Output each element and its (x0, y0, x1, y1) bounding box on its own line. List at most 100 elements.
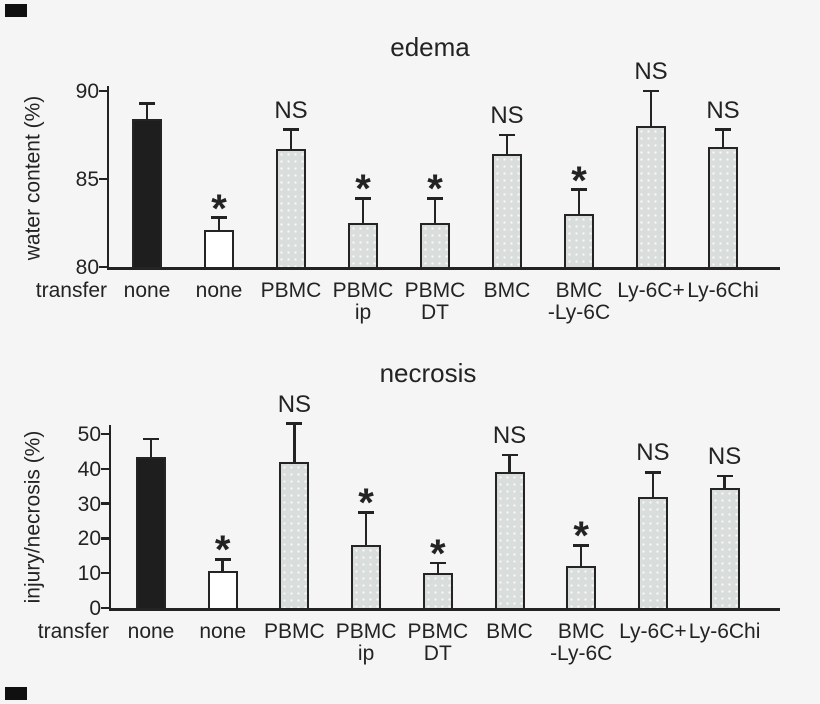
bar-label-PBMC-ip-line1: ip (357, 642, 375, 665)
sig-star-PBMC-ip: * (355, 167, 371, 212)
sig-ns-Ly-6C+: NS (634, 58, 668, 85)
error-cap-Ly-6C+ (643, 89, 659, 93)
sig-star-PBMC-ip: * (358, 481, 374, 526)
error-bar-none (221, 559, 224, 572)
error-cap-none (143, 437, 159, 441)
error-bar-PBMC-DT (436, 562, 440, 574)
y-tick-label-50: 50 (77, 423, 101, 446)
y-axis (108, 425, 111, 611)
error-cap-PBMC (286, 422, 303, 425)
sig-ns-BMC: NS (492, 421, 527, 449)
bar-label-Ly-6C+-line0: Ly-6C+ (617, 279, 685, 302)
error-cap-BMC (499, 133, 515, 137)
sig-star-PBMC-DT: * (430, 531, 446, 576)
error-bar-BMC--Ly-6C (577, 189, 581, 215)
bar-PBMC-ip (351, 545, 382, 610)
error-bar-PBMC-ip (364, 512, 368, 546)
bar-label-BMC--Ly-6C-line1: -Ly-6C (550, 642, 613, 665)
sig-ns-Ly-6Chi: NS (707, 442, 742, 470)
bar-label-PBMC-ip-line0: PBMC (335, 620, 397, 643)
chart-title: edema (390, 32, 470, 62)
bar-label-none-line0: none (195, 279, 243, 302)
error-cap-Ly-6C+ (644, 471, 661, 474)
error-bar-BMC--Ly-6C (579, 545, 583, 567)
bar-none (207, 571, 238, 610)
sig-ns-PBMC: NS (274, 96, 308, 124)
bar-label-Ly-6Chi-line0: Ly-6Chi (687, 279, 759, 302)
bar-label-none-line0: none (199, 620, 247, 643)
bar-label-Ly-6Chi-line0: Ly-6Chi (688, 620, 761, 643)
bar-BMC (494, 472, 525, 610)
y-tick-label-40: 40 (77, 457, 101, 481)
error-cap-PBMC (283, 128, 299, 131)
y-tick-label-85: 85 (75, 168, 99, 191)
y-tick-80 (98, 265, 107, 269)
error-cap-BMC (501, 453, 518, 457)
chart-title: necrosis (379, 358, 477, 388)
error-bar-BMC (508, 454, 511, 473)
sig-star-none: * (214, 528, 231, 573)
y-tick-10 (100, 571, 109, 575)
transfer-label: transfer (35, 279, 107, 302)
bar-label-none-line0: none (123, 279, 171, 302)
error-bar-Ly-6Chi (723, 475, 726, 488)
bar-BMC--Ly-6C (566, 566, 597, 610)
bar-none (132, 119, 162, 269)
error-cap-PBMC-DT (429, 561, 446, 564)
sig-ns-Ly-6C+: NS (636, 439, 670, 467)
error-bar-none (145, 103, 149, 120)
error-cap-none (214, 558, 231, 561)
error-bar-PBMC (289, 129, 293, 150)
error-cap-BMC--Ly-6C (571, 188, 587, 191)
error-cap-BMC--Ly-6C (573, 544, 590, 547)
transfer-label: transfer (37, 620, 109, 643)
bar-label-BMC--Ly-6C-line1: -Ly-6C (547, 301, 611, 324)
bar-label-PBMC-ip-line0: PBMC (332, 279, 394, 302)
bar-PBMC (279, 461, 310, 610)
bar-label-PBMC-line0: PBMC (264, 620, 325, 643)
sig-star-BMC--Ly-6C: * (571, 158, 587, 203)
error-cap-PBMC-ip (358, 511, 375, 514)
bar-label-PBMC-DT-line1: DT (423, 642, 452, 665)
y-tick-label-20: 20 (77, 527, 101, 551)
y-tick-0 (100, 606, 109, 610)
sig-star-BMC--Ly-6C: * (573, 514, 589, 559)
bar-PBMC-DT (422, 573, 453, 610)
bar-PBMC-ip (348, 223, 378, 269)
bar-none (136, 456, 166, 610)
y-tick-label-10: 10 (77, 562, 101, 586)
bar-PBMC-DT (420, 223, 450, 269)
bar-label-BMC--Ly-6C-line0: BMC (557, 620, 605, 643)
sig-ns-PBMC: NS (277, 390, 312, 418)
error-cap-Ly-6Chi (715, 128, 731, 131)
bar-BMC--Ly-6C (564, 214, 594, 269)
y-tick-label-0: 0 (89, 597, 101, 620)
error-cap-none (211, 216, 227, 219)
bar-label-PBMC-DT-line1: DT (421, 301, 449, 324)
y-tick-85 (98, 177, 107, 181)
bar-Ly-6Chi (709, 487, 740, 610)
sig-star-PBMC-DT: * (427, 167, 443, 212)
scan-artifact-top-left (5, 4, 27, 17)
sig-ns-Ly-6Chi: NS (706, 96, 740, 124)
error-bar-PBMC-DT (433, 198, 437, 223)
bar-label-PBMC-ip-line1: ip (354, 301, 372, 324)
y-tick-label-80: 80 (75, 256, 99, 279)
y-tick-label-30: 30 (77, 492, 101, 516)
bar-label-PBMC-line0: PBMC (260, 279, 322, 302)
y-tick-label-90: 90 (75, 80, 99, 103)
bar-label-BMC-line0: BMC (483, 279, 531, 302)
y-tick-90 (98, 89, 107, 93)
sig-ns-BMC: NS (490, 102, 524, 129)
bar-BMC (492, 154, 522, 269)
error-cap-PBMC-ip (355, 197, 371, 200)
y-tick-20 (100, 537, 109, 540)
error-cap-Ly-6Chi (716, 474, 733, 477)
error-bar-Ly-6Chi (721, 129, 725, 148)
y-axis (106, 86, 109, 270)
y-tick-30 (100, 502, 109, 505)
bar-Ly-6C+ (637, 496, 668, 610)
bar-label-BMC--Ly-6C-line0: BMC (555, 279, 603, 302)
scan-artifact-bottom-left (5, 687, 27, 700)
